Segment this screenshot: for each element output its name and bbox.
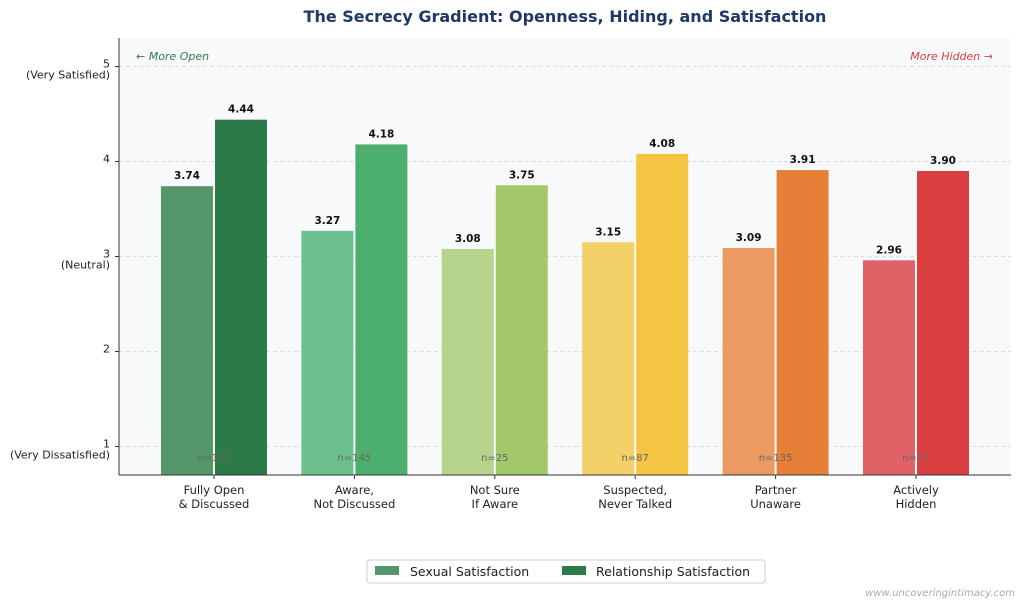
annotation-more-hidden: More Hidden → (910, 50, 993, 63)
x-tick-label: Actively Hidden (893, 483, 939, 511)
y-tick-label: 4 (103, 153, 110, 166)
y-tick-label: 5 (103, 58, 110, 71)
bar-relationship (355, 144, 408, 475)
bar-value-label: 4.44 (228, 104, 254, 116)
bar-value-label: 3.09 (736, 232, 762, 244)
bar-value-label: 3.08 (455, 233, 481, 245)
x-tick-label: Partner Unaware (750, 483, 801, 511)
y-tick-label: 2 (103, 343, 110, 356)
watermark: www.uncoveringintimacy.com (865, 588, 1015, 599)
y-axis: 5(Very Satisfied) 4 3(Neutral) 2 1(Very Diss… (10, 58, 119, 462)
bar-relationship (636, 153, 689, 475)
bar-value-label: 3.91 (790, 154, 816, 166)
y-tick-label: 1 (103, 438, 110, 451)
y-tick-sublabel: (Neutral) (61, 259, 110, 272)
legend-swatch-sexual (375, 566, 399, 575)
sample-size-label: n=123 (197, 453, 231, 464)
x-axis: Fully Open & Discussed Aware, Not Discussed… (179, 475, 939, 511)
sample-size-label: n=25 (481, 453, 508, 464)
sample-size-label: n=145 (337, 453, 371, 464)
bar-sexual (582, 242, 635, 475)
y-tick-sublabel: (Very Dissatisfied) (10, 449, 110, 462)
bar-value-label: 3.75 (509, 169, 535, 181)
sample-size-label: n=72 (902, 453, 929, 464)
bar-sexual (863, 260, 915, 475)
bar-sexual (722, 247, 775, 475)
sample-size-label: n=87 (621, 453, 648, 464)
legend: Sexual Satisfaction Relationship Satisfa… (366, 559, 766, 584)
y-tick-sublabel: (Very Satisfied) (26, 69, 110, 82)
x-tick-label: Not Sure If Aware (470, 483, 520, 511)
bar-value-label: 4.08 (649, 138, 675, 150)
chart-title: The Secrecy Gradient: Openness, Hiding, … (304, 7, 827, 26)
bar-sexual (161, 186, 213, 475)
annotation-more-open: ← More Open (136, 50, 209, 63)
bar-sexual (441, 248, 494, 475)
bar-value-label: 3.74 (174, 170, 200, 182)
y-tick-label: 3 (103, 248, 110, 261)
bar-relationship (215, 119, 267, 475)
x-tick-label: Aware, Not Discussed (313, 483, 395, 511)
bar-value-label: 3.15 (595, 226, 621, 238)
bar-value-label: 3.27 (314, 215, 340, 227)
bar-value-label: 3.90 (930, 155, 956, 167)
bar-value-label: 2.96 (876, 244, 902, 256)
x-tick-label: Fully Open & Discussed (179, 483, 250, 511)
gridlines (119, 66, 1011, 447)
bar-value-label: 4.18 (368, 128, 394, 140)
sample-size-label: n=135 (759, 453, 793, 464)
bars: 3.74 4.44 n=123 3.27 4.18 n=145 3.08 3.75 n=25 3.… (161, 104, 969, 476)
legend-swatch-relationship (562, 566, 586, 575)
legend-label-relationship: Relationship Satisfaction (596, 564, 750, 579)
bar-relationship (776, 170, 829, 476)
x-tick-label: Suspected, Never Talked (598, 483, 672, 511)
legend-label-sexual: Sexual Satisfaction (410, 564, 529, 579)
bar-relationship (495, 185, 548, 475)
bar-relationship (917, 171, 969, 475)
bar-sexual (301, 230, 354, 475)
